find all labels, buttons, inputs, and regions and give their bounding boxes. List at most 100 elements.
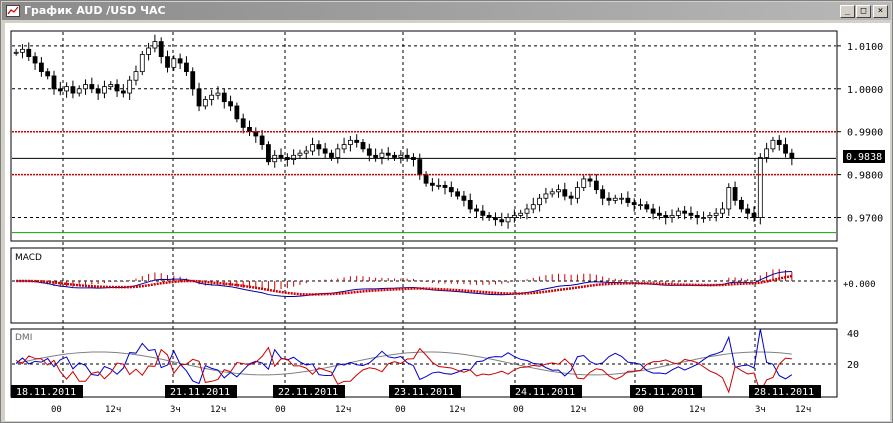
hour-label: 12ч [105,405,121,415]
candle-body [776,139,782,145]
candle-body [638,204,643,207]
candle-body [543,193,549,199]
candle-body [26,48,32,58]
candle-body [593,180,599,191]
candle-body [373,154,379,158]
y-tick-label: 0.9900 [847,128,883,139]
candle-body [76,88,82,94]
close-button[interactable]: × [873,5,888,18]
candle-body [701,217,706,219]
candle-body [631,202,637,206]
candle-body [549,191,555,195]
hour-label: 00 [51,405,62,415]
candle-body [423,174,429,184]
macd-label: MACD [15,253,42,263]
date-badge [165,385,237,398]
price-panel[interactable] [10,30,838,242]
hour-label: 00 [633,405,644,415]
candle-body [322,148,328,154]
hour-label: 00 [275,405,286,415]
candle-body [524,208,530,214]
candle-body [57,88,63,92]
maximize-button[interactable]: □ [856,5,871,18]
candle-body [442,184,448,188]
price-chart-svg[interactable]: 1.0100 1.0000 0.9900 0.9800 0.9700 40 20 18.11… [5,23,890,421]
candle-body [146,47,151,55]
candle-body [108,84,114,88]
candle-body [738,199,744,210]
date-badge [11,385,83,398]
candle-body [474,208,479,212]
candle-body [707,214,713,218]
candle-body [303,150,309,154]
candle-body [297,152,303,156]
macd-signal-line [16,274,793,296]
candle-body [657,212,662,216]
candle-body [184,62,189,73]
candle-body [45,71,51,77]
candle-body [165,56,170,68]
macd-zero-tick: +0.000 [843,280,876,290]
candle-body [240,118,246,128]
minimize-button[interactable]: _ [840,5,855,18]
candle-body [556,189,561,193]
candle-body [316,144,322,150]
candle-body [688,212,694,216]
candle-body [234,105,240,120]
chart-area[interactable]: 1.0100 1.0000 0.9900 0.9800 0.9700 40 20 18.11… [5,23,890,421]
date-label: 24.11.2011 [515,387,575,398]
candle-body [757,157,763,218]
candle-body [783,144,788,154]
candle-body [467,199,473,210]
date-label: 21.11.2011 [170,387,230,398]
window-title: График AUD /USD ЧАС [24,4,166,17]
candle-body [537,197,542,206]
hour-label: 12ч [449,405,465,415]
candle-body [530,204,536,210]
candle-body [663,214,669,218]
current-price-label: 0.9838 [846,152,882,163]
candle-body [682,210,688,214]
candle-body [720,208,725,214]
candle-body [600,189,606,199]
candle-body [764,148,770,158]
candle-body [259,135,265,145]
hour-label: 00 [395,405,406,415]
title-bar[interactable]: График AUD /USD ЧАС _ □ × [2,2,891,20]
candle-body [13,51,19,54]
candle-body [38,62,44,73]
date-label: 25.11.2011 [635,387,695,398]
candle-body [95,88,101,94]
candle-body [385,152,391,156]
date-badge [749,385,821,398]
hour-label: 12ч [795,405,811,415]
candle-body [606,197,612,201]
candle-body [455,191,461,197]
candle-body [341,144,347,150]
candle-body [291,154,297,161]
date-badge [389,385,461,398]
candle-body [751,212,757,218]
candle-body [694,214,700,218]
candle-body [417,159,423,176]
candle-body [310,144,315,152]
candle-body [89,84,95,90]
candle-body [650,208,656,214]
candle-body [196,88,202,107]
candle-body [480,210,486,216]
plus-di-line [15,328,793,385]
candle-body [221,92,227,103]
candle-body [152,41,158,49]
candle-body [209,94,215,100]
candle-body [278,154,284,158]
hour-label: 12ч [210,405,226,415]
adx-line [16,351,792,376]
candle-body [562,189,568,197]
date-badge [630,385,702,398]
candle-body [436,184,442,187]
candle-body [732,187,738,201]
candle-body [486,214,492,218]
candle-body [70,86,76,94]
candle-body [379,152,385,158]
